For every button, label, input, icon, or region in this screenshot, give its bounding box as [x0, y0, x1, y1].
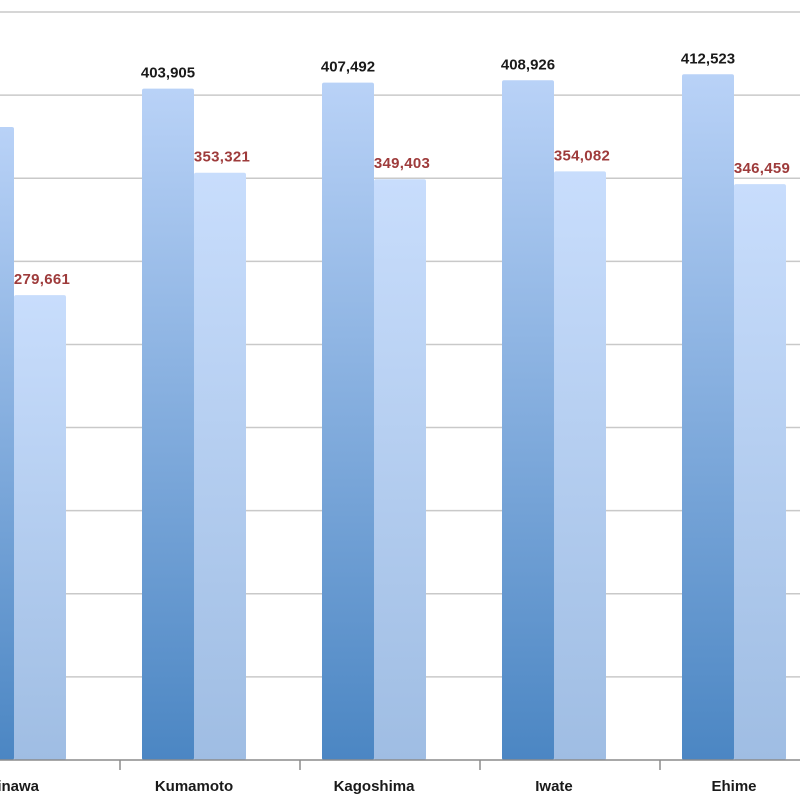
data-labels: 91279,661403,905353,321407,492349,403408…: [14, 50, 790, 288]
category-label-kagoshima: Kagoshima: [334, 778, 416, 795]
data-label-series-a: 403,905: [141, 65, 195, 82]
category-label-ehime: Ehime: [711, 778, 756, 795]
bar-series-b-iwate: [554, 171, 606, 761]
data-label-series-b: 349,403: [374, 155, 430, 172]
bar-series-b-kagoshima: [374, 179, 426, 760]
bar-series-a-iwate: [502, 80, 554, 761]
data-label-series-b: 354,082: [554, 147, 610, 164]
data-label-series-a: 407,492: [321, 59, 375, 76]
category-label-iwate: Iwate: [535, 778, 573, 795]
data-label-series-b: 353,321: [194, 149, 250, 166]
bar-series-a-kagoshima: [322, 82, 374, 761]
bar-series-b-ehime: [734, 184, 786, 760]
x-axis: kinawa Kumamoto Kagoshima Iwate Ehime: [0, 759, 800, 795]
bar-series-a-ehime: [682, 74, 734, 760]
bar-series-b-kumamoto: [194, 172, 246, 761]
data-label-series-b: 279,661: [14, 271, 70, 288]
bar-series-a-okinawa: [0, 127, 14, 760]
data-label-series-a: 408,926: [501, 56, 555, 73]
data-label-series-b: 346,459: [734, 160, 790, 177]
bars: [0, 74, 786, 761]
bar-series-b-okinawa: [14, 295, 66, 760]
category-label-kumamoto: Kumamoto: [155, 778, 233, 795]
bar-series-a-kumamoto: [142, 88, 194, 761]
category-label-okinawa: kinawa: [0, 778, 40, 795]
data-label-series-a: 412,523: [681, 50, 735, 67]
